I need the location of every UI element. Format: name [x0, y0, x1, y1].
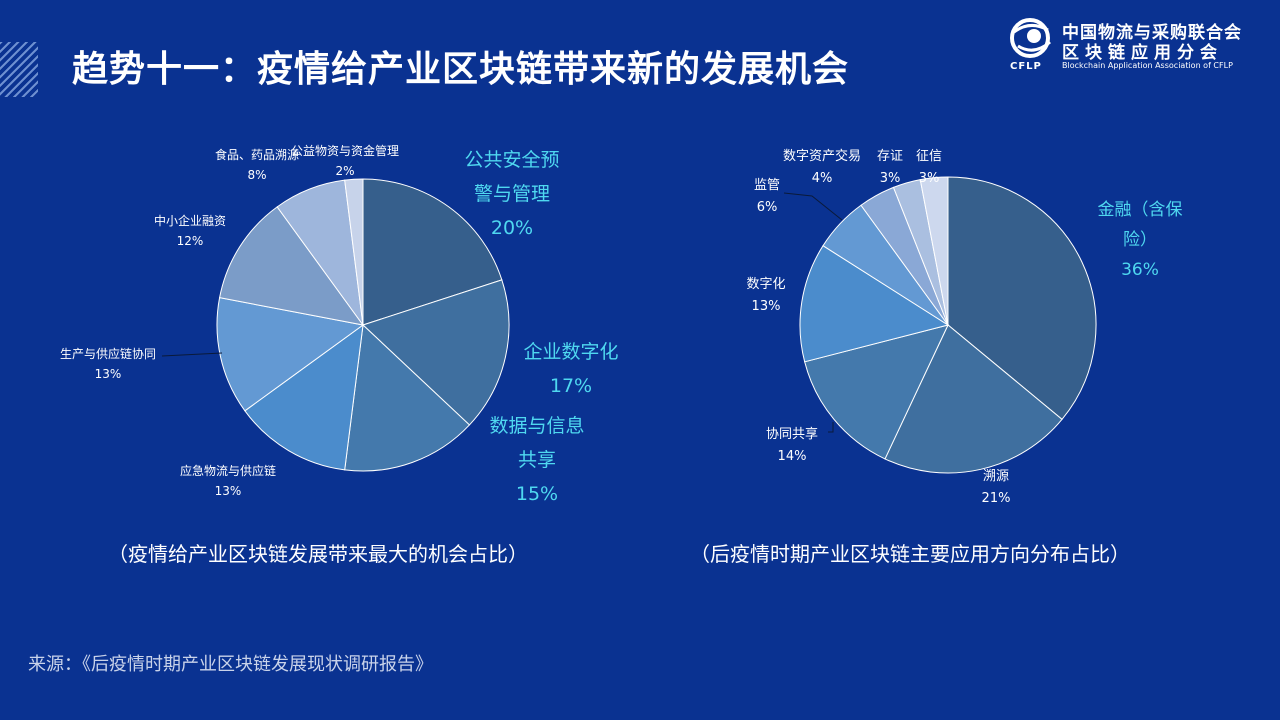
- slice-label-3: 数字化 13%: [746, 277, 785, 314]
- pie-slice-3: [244, 323, 364, 471]
- pie-slice-2: [344, 323, 471, 472]
- slice-label-1: 溯源 21%: [982, 468, 1011, 506]
- pie-slice-7: [919, 176, 949, 326]
- slice-label-3: 应急物流与供应链 13%: [180, 463, 276, 498]
- slice-label-5: 中小企业融资 12%: [154, 213, 226, 248]
- pie-slice-0: [947, 176, 1097, 421]
- slice-label-0: 金融（含保险） 36%: [1098, 200, 1183, 280]
- slice-label-7: 征信 3%: [916, 149, 942, 186]
- pie-slice-2: [804, 324, 949, 460]
- label-leader-line: [161, 352, 223, 357]
- slice-label-4: 生产与供应链协同 13%: [60, 346, 156, 381]
- pie-chart-applications: [799, 176, 1097, 474]
- slice-label-5: 数字资产交易 4%: [783, 148, 861, 186]
- slice-label-6: 食品、药品溯源 8%: [215, 147, 299, 182]
- label-leader-line: [783, 192, 843, 221]
- pie-slice-0: [362, 178, 503, 326]
- label-leader-line: [828, 422, 834, 433]
- page-title: 趋势十一：疫情给产业区块链带来新的发展机会: [72, 49, 850, 90]
- decorative-stripe: [0, 42, 38, 97]
- slice-label-1: 企业数字化 17%: [523, 341, 618, 397]
- pie-slice-4: [216, 297, 365, 412]
- logo-abbreviation: CFLP: [1010, 61, 1042, 72]
- pie-slice-3: [799, 245, 950, 363]
- logo-branch-name: 区块链应用分会: [1062, 43, 1223, 63]
- logo-org-name: 中国物流与采购联合会: [1062, 23, 1242, 43]
- slice-label-4: 监管 6%: [754, 178, 780, 215]
- slice-label-0: 公共安全预警与管理 20%: [464, 149, 559, 239]
- slice-label-2: 协同共享 14%: [766, 426, 818, 464]
- pie-chart-applications-labels: 金融（含保险） 36% 溯源 21% 协同共享 14% 数字化 13% 监管 6%数字资产交易 4%…: [746, 148, 1182, 506]
- logo-english-name: Blockchain Application Association of CF…: [1062, 61, 1233, 70]
- chart-caption-opportunities: （疫情给产业区块链发展带来最大的机会占比）: [108, 542, 528, 566]
- slice-label-6: 存证 3%: [877, 149, 903, 186]
- slice-label-7: 公益物资与资金管理 2%: [291, 143, 399, 178]
- cflp-logo: CFLP 中国物流与采购联合会 区块链应用分会 Blockchain Appli…: [1004, 16, 1274, 76]
- pie-chart-opportunities-labels: 公共安全预警与管理 20% 企业数字化 17% 数据与信息共享 15% 应急物流与供应链 13…: [60, 143, 619, 505]
- pie-slice-7: [344, 178, 364, 326]
- pie-slice-5: [219, 206, 365, 326]
- chart-caption-applications: （后疫情时期产业区块链主要应用方向分布占比）: [690, 542, 1130, 566]
- pie-chart-opportunities: [216, 178, 510, 472]
- pie-slice-1: [884, 324, 1063, 474]
- slice-label-2: 数据与信息共享 15%: [489, 415, 584, 505]
- pie-slice-1: [362, 279, 510, 426]
- source-note: 来源：《后疫情时期产业区块链发展现状调研报告》: [28, 654, 433, 675]
- globe-logo-icon: [1010, 18, 1051, 58]
